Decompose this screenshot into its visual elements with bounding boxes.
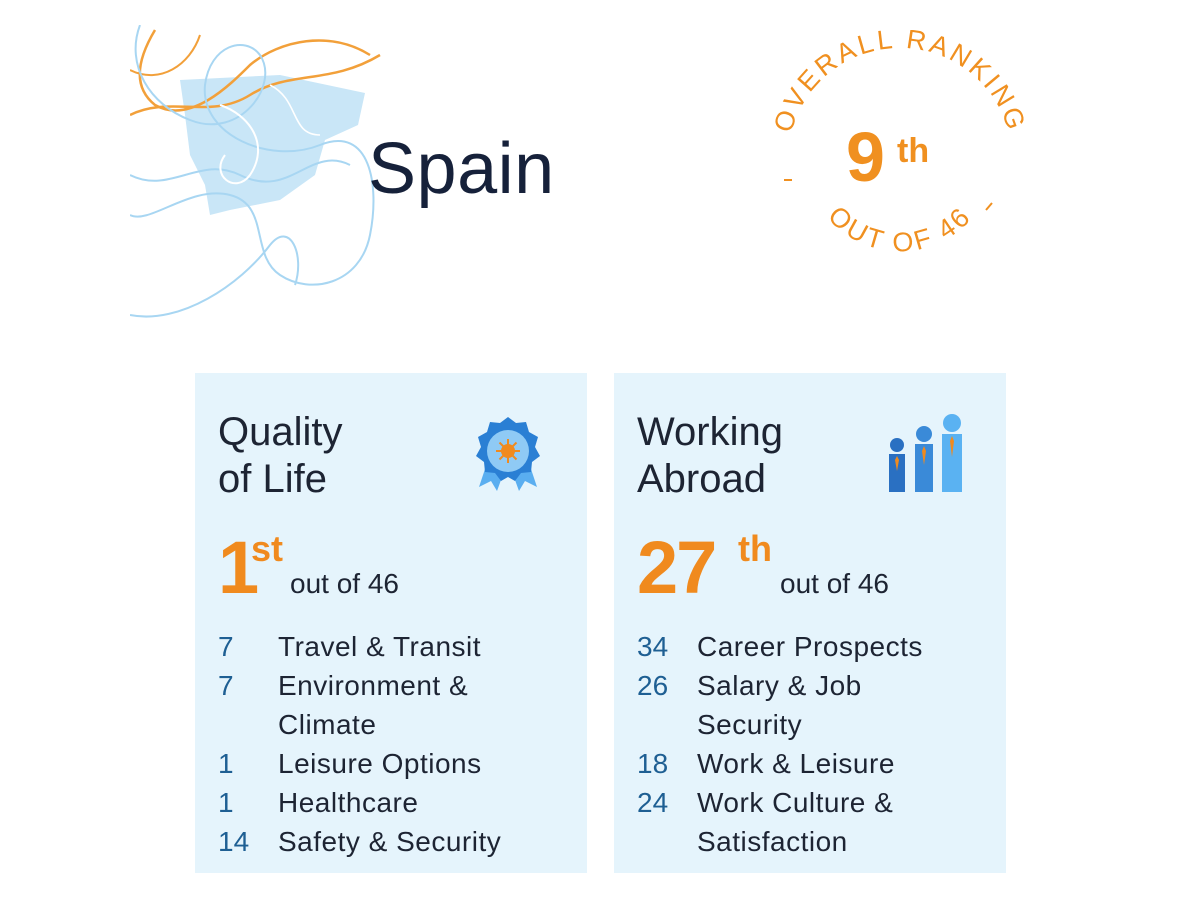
category-rank-suffix: th bbox=[738, 528, 772, 569]
subcategory-rank: 7 bbox=[218, 670, 234, 701]
subcategory-rank: 7 bbox=[218, 631, 234, 662]
category-rank-number: 1 bbox=[218, 526, 259, 609]
subcategory-label: Healthcare bbox=[278, 787, 419, 818]
country-title: Spain bbox=[368, 129, 555, 209]
subcategory-label: Environment & Climate bbox=[278, 670, 469, 740]
ring-top-text: OVERALL RANKING bbox=[768, 24, 1029, 136]
card-title: Working Abroad bbox=[637, 410, 783, 501]
ring-bottom-text: OUT OF 46 bbox=[822, 200, 974, 258]
subcategory-label: Work Culture & Satisfaction bbox=[697, 787, 894, 857]
list-item: 1 Healthcare bbox=[218, 783, 578, 822]
list-item: 1 Leisure Options bbox=[218, 744, 578, 783]
subcategory-rank: 14 bbox=[218, 826, 250, 857]
people-growth-icon bbox=[889, 414, 962, 492]
card-title: Quality of Life bbox=[218, 410, 343, 501]
out-of-text: out of 46 bbox=[780, 568, 889, 599]
list-item: 7 Environment & Climate bbox=[218, 666, 578, 744]
svg-text:OVERALL RANKING: OVERALL RANKING bbox=[770, 30, 1030, 136]
subcategory-label: Safety & Security bbox=[278, 826, 502, 857]
subcategory-label: Work & Leisure bbox=[697, 748, 895, 779]
list-item: 26 Salary & Job Security bbox=[637, 666, 997, 744]
subcategory-rank: 18 bbox=[637, 748, 669, 779]
overall-rank-number: 9 bbox=[846, 118, 885, 196]
ranking-ring-text: OVERALL RANKING OUT OF 46 bbox=[768, 24, 1030, 258]
subcategory-label: Travel & Transit bbox=[278, 631, 482, 662]
out-of-text: out of 46 bbox=[290, 568, 399, 599]
subcategory-list: 7 Travel & Transit 7 Environment & Clima… bbox=[218, 627, 578, 861]
svg-text:OUT OF 46: OUT OF 46 bbox=[822, 200, 977, 258]
spain-map-illustration bbox=[130, 25, 381, 318]
list-item: 34 Career Prospects bbox=[637, 627, 997, 666]
subcategory-label: Salary & Job Security bbox=[697, 670, 862, 740]
quality-of-life-card: Quality of Life 1 st out of 46 7 Travel … bbox=[195, 373, 587, 873]
subcategory-label: Leisure Options bbox=[278, 748, 482, 779]
list-item: 18 Work & Leisure bbox=[637, 744, 997, 783]
subcategory-rank: 34 bbox=[637, 631, 669, 662]
overall-rank-suffix: th bbox=[897, 132, 930, 170]
subcategory-rank: 26 bbox=[637, 670, 669, 701]
award-rosette-icon bbox=[476, 417, 540, 491]
subcategory-rank: 1 bbox=[218, 748, 234, 779]
subcategory-rank: 24 bbox=[637, 787, 669, 818]
list-item: 7 Travel & Transit bbox=[218, 627, 578, 666]
list-item: 24 Work Culture & Satisfaction bbox=[637, 783, 997, 861]
category-rank-number: 27 bbox=[637, 526, 717, 609]
overall-ranking-badge: OVERALL RANKING OUT OF 46 9 th bbox=[768, 24, 1030, 290]
list-item: 14 Safety & Security bbox=[218, 822, 578, 861]
subcategory-rank: 1 bbox=[218, 787, 234, 818]
subcategory-list: 34 Career Prospects 26 Salary & Job Secu… bbox=[637, 627, 997, 861]
subcategory-label: Career Prospects bbox=[697, 631, 923, 662]
working-abroad-card: Working Abroad 27 th out of 46 34 Career… bbox=[614, 373, 1006, 873]
category-rank-suffix: st bbox=[251, 528, 284, 569]
